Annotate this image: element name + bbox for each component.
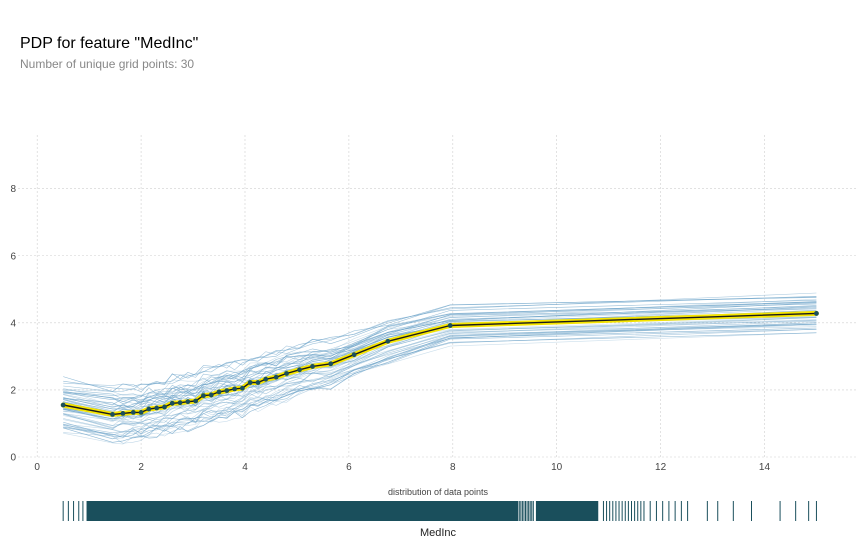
x-tick-label: 8 <box>450 462 456 473</box>
pdp-point <box>328 361 334 367</box>
y-tick-label: 0 <box>10 453 16 464</box>
x-tick-label: 0 <box>34 462 40 473</box>
ice-line <box>63 328 817 438</box>
ice-line <box>63 320 817 426</box>
y-tick-label: 8 <box>10 184 16 195</box>
ice-line <box>63 320 817 436</box>
chart-title: PDP for feature "MedInc" <box>20 35 199 52</box>
pdp-point <box>60 402 66 408</box>
distribution-rug <box>62 501 817 521</box>
pdp-point <box>201 393 206 399</box>
ice-line <box>63 311 817 408</box>
ice-line <box>63 319 817 421</box>
pdp-point <box>385 338 391 344</box>
ice-line <box>63 296 817 390</box>
ice-line <box>63 323 817 440</box>
pdp-point <box>284 371 289 376</box>
x-tick-label: 4 <box>242 462 248 473</box>
ice-line <box>63 322 817 429</box>
x-tick-label: 2 <box>138 462 144 473</box>
ice-line <box>63 332 817 445</box>
pdp-point <box>146 406 152 412</box>
ice-line <box>63 308 817 408</box>
ice-line <box>63 302 817 404</box>
ice-line <box>63 308 817 412</box>
pdp-point <box>224 388 230 393</box>
pdp-point <box>120 410 126 416</box>
pdp-point <box>110 412 115 417</box>
pdp-point <box>177 400 183 406</box>
chart-subtitle: Number of unique grid points: 30 <box>20 57 195 71</box>
ice-line <box>63 329 817 438</box>
pdp-line-group <box>60 310 819 417</box>
pdp-point <box>310 364 315 369</box>
ice-line <box>63 297 817 392</box>
pdp-point <box>138 409 144 415</box>
pdp-point <box>297 367 302 373</box>
pdp-point <box>216 389 222 395</box>
x-tick-label: 12 <box>655 462 667 473</box>
ice-line <box>63 319 817 424</box>
pdp-point <box>130 409 136 415</box>
pdp-point <box>162 404 167 410</box>
y-tick-label: 6 <box>10 251 16 262</box>
distribution-dense <box>86 501 518 521</box>
pdp-point <box>263 376 269 382</box>
ice-line <box>63 296 817 393</box>
pdp-point <box>193 398 199 404</box>
ice-line <box>63 301 817 405</box>
tick-labels: 0 2 4 6 8 10 12 14 0 2 4 6 8 <box>10 184 770 473</box>
pdp-point <box>232 386 238 392</box>
ice-line <box>63 317 817 430</box>
y-tick-label: 2 <box>10 385 16 396</box>
x-tick-label: 6 <box>346 462 352 473</box>
ice-line <box>63 323 817 440</box>
pdp-point <box>169 400 175 406</box>
distribution-dense <box>535 501 599 521</box>
pdp-point <box>208 392 214 398</box>
pdp-point <box>273 374 279 380</box>
pdp-point <box>239 385 245 391</box>
y-tick-label: 4 <box>10 318 16 329</box>
ice-line <box>63 332 817 438</box>
x-tick-label: 10 <box>551 462 563 473</box>
pdp-point <box>255 380 261 385</box>
ice-line <box>63 301 817 400</box>
pdp-point <box>814 311 819 316</box>
ice-line <box>63 306 817 397</box>
x-tick-label: 14 <box>759 462 771 473</box>
x-axis-label: MedInc <box>420 527 457 539</box>
pdp-point <box>154 405 160 411</box>
pdp-point <box>351 352 357 358</box>
pdp-point <box>185 399 191 405</box>
ice-line <box>63 326 817 435</box>
pdp-point <box>447 323 453 328</box>
pdp-point <box>247 380 253 385</box>
distribution-label: distribution of data points <box>388 487 489 497</box>
